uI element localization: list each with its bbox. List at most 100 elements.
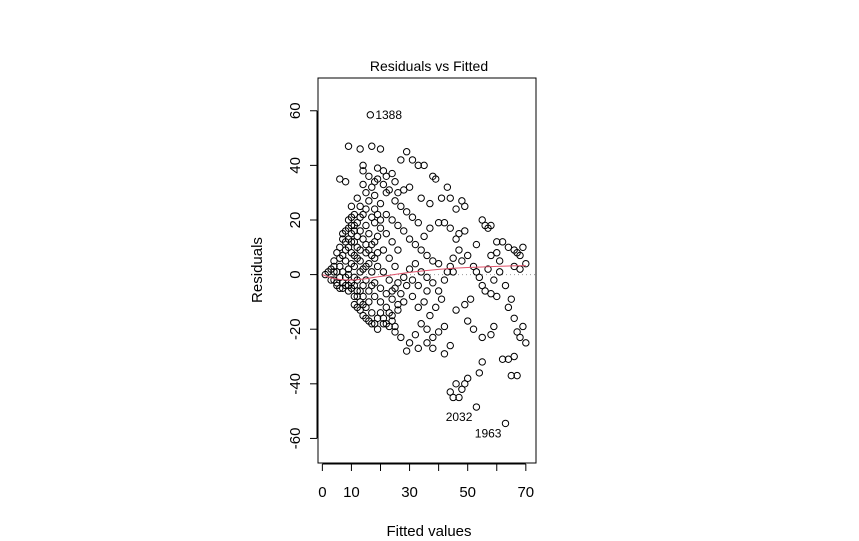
data-point — [504, 303, 513, 312]
data-point — [432, 175, 440, 183]
data-point — [391, 322, 399, 331]
data-point — [336, 284, 344, 292]
data-point — [336, 175, 344, 183]
data-point — [376, 216, 385, 224]
data-point — [370, 292, 379, 301]
y-tick-label: 60 — [287, 102, 304, 119]
data-point — [440, 219, 449, 227]
data-point — [330, 268, 338, 276]
data-point — [391, 197, 399, 205]
data-point — [504, 355, 513, 363]
data-point — [382, 172, 391, 180]
data-point — [368, 281, 376, 290]
data-point — [434, 287, 443, 295]
data-point — [359, 210, 367, 219]
data-point — [449, 393, 457, 402]
data-point — [475, 273, 484, 282]
data-point — [368, 142, 376, 150]
data-point — [495, 268, 504, 276]
data-point — [394, 306, 402, 314]
data-point — [481, 287, 489, 295]
data-point — [353, 194, 361, 202]
data-point — [388, 216, 396, 224]
data-point — [397, 156, 405, 164]
outlier-label: 1963 — [475, 426, 502, 440]
data-point — [440, 350, 449, 358]
outlier-point — [472, 403, 481, 411]
data-point — [341, 257, 350, 265]
data-point — [516, 251, 524, 260]
data-point — [388, 295, 396, 303]
data-point — [423, 287, 431, 295]
data-point — [373, 249, 382, 257]
x-tick-label: 0 — [318, 484, 326, 501]
data-point — [350, 273, 359, 282]
data-point — [429, 344, 437, 353]
scatter-points — [321, 111, 530, 428]
data-point — [423, 251, 431, 260]
data-point — [440, 322, 449, 331]
data-point — [504, 243, 513, 251]
data-point — [478, 358, 486, 366]
smooth-trend-line — [322, 265, 526, 281]
data-point — [359, 265, 367, 273]
x-axis-label: Fitted values — [386, 523, 471, 540]
data-point — [495, 257, 504, 265]
data-point — [426, 311, 434, 320]
data-point — [376, 224, 385, 232]
data-point — [487, 330, 495, 339]
data-point — [359, 161, 367, 170]
x-tick-label: 30 — [401, 484, 418, 501]
plot-frame — [317, 77, 537, 464]
data-point — [356, 202, 364, 211]
data-point — [376, 284, 385, 292]
data-point — [443, 183, 452, 191]
x-tick-label: 10 — [343, 484, 360, 501]
y-tick-label: 40 — [287, 157, 304, 174]
x-axis: 0 10 30 50 70 — [318, 463, 534, 501]
data-point — [379, 268, 388, 276]
data-point — [411, 240, 420, 249]
data-point — [391, 262, 399, 271]
y-tick-label: 0 — [287, 270, 304, 278]
data-point — [402, 208, 411, 216]
data-point — [437, 194, 446, 202]
data-point — [373, 325, 382, 333]
data-point — [347, 213, 356, 221]
data-point — [333, 249, 341, 257]
data-point — [449, 254, 457, 262]
outlier-label: 2032 — [446, 410, 473, 424]
data-point — [347, 249, 356, 257]
data-point — [408, 156, 417, 164]
data-point — [365, 172, 373, 180]
data-point — [391, 178, 399, 186]
y-tick-label: -20 — [287, 318, 304, 340]
data-point — [385, 186, 393, 194]
data-point — [501, 281, 510, 290]
data-point — [397, 333, 405, 342]
data-point — [400, 273, 408, 282]
data-point — [513, 371, 521, 380]
data-point — [455, 246, 463, 254]
data-point — [368, 183, 376, 191]
data-point — [414, 281, 422, 290]
data-point — [510, 352, 518, 361]
data-point — [493, 238, 501, 246]
data-point — [461, 300, 469, 309]
data-point — [379, 320, 388, 328]
data-point — [405, 339, 414, 347]
data-point — [368, 320, 376, 328]
data-point — [362, 221, 370, 230]
data-point — [385, 276, 393, 284]
data-point — [362, 276, 370, 284]
data-point — [330, 257, 338, 265]
data-point — [484, 265, 492, 273]
data-point — [382, 210, 391, 219]
y-tick-label: -40 — [287, 373, 304, 395]
outlier-point — [501, 419, 510, 428]
data-point — [350, 227, 359, 235]
data-point — [359, 180, 367, 189]
data-point — [417, 320, 425, 328]
data-point — [429, 333, 437, 342]
data-point — [365, 259, 373, 268]
